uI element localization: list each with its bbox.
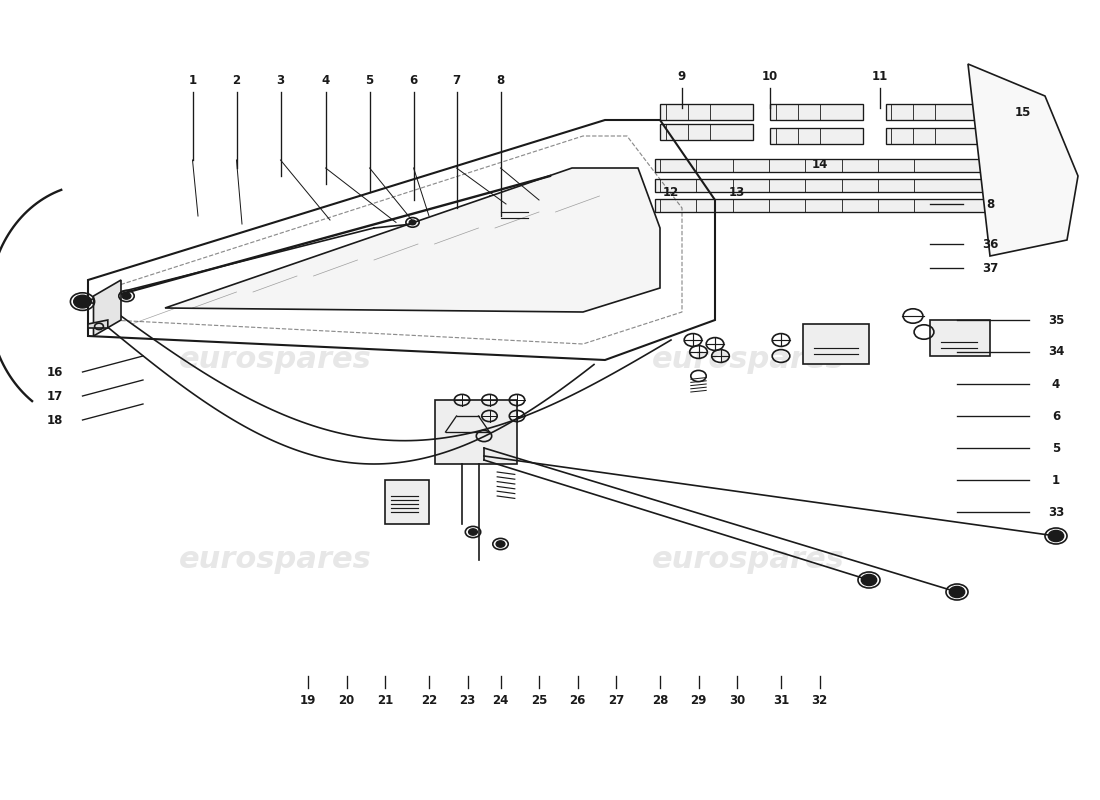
Text: 14: 14 <box>812 158 827 170</box>
Text: eurospares: eurospares <box>651 546 845 574</box>
FancyBboxPatch shape <box>770 128 864 144</box>
Text: 23: 23 <box>460 694 475 706</box>
Text: 15: 15 <box>1015 106 1031 118</box>
Text: 25: 25 <box>531 694 547 706</box>
Polygon shape <box>88 320 108 328</box>
Circle shape <box>949 586 965 598</box>
Text: 1: 1 <box>188 74 197 86</box>
Text: 1: 1 <box>1052 474 1060 486</box>
Circle shape <box>122 293 131 299</box>
Text: 37: 37 <box>982 262 998 274</box>
Text: 29: 29 <box>691 694 706 706</box>
Text: 8: 8 <box>496 74 505 86</box>
FancyBboxPatch shape <box>770 104 864 120</box>
Text: 20: 20 <box>339 694 354 706</box>
Circle shape <box>496 541 505 547</box>
FancyBboxPatch shape <box>434 400 517 464</box>
Text: eurospares: eurospares <box>178 546 372 574</box>
Text: 5: 5 <box>1052 442 1060 454</box>
Text: 7: 7 <box>452 74 461 86</box>
Text: 32: 32 <box>812 694 827 706</box>
Text: 18: 18 <box>47 414 63 426</box>
FancyBboxPatch shape <box>654 199 984 212</box>
Text: 27: 27 <box>608 694 624 706</box>
Text: 34: 34 <box>1048 346 1064 358</box>
Circle shape <box>1048 530 1064 542</box>
Polygon shape <box>94 280 121 336</box>
Text: 12: 12 <box>663 186 679 198</box>
Text: eurospares: eurospares <box>651 346 845 374</box>
Text: 33: 33 <box>1048 506 1064 518</box>
Text: 17: 17 <box>47 390 63 402</box>
Circle shape <box>74 295 91 308</box>
Polygon shape <box>968 64 1078 256</box>
Text: 30: 30 <box>729 694 745 706</box>
FancyBboxPatch shape <box>660 124 754 140</box>
Text: 36: 36 <box>982 238 998 250</box>
Text: 28: 28 <box>652 694 668 706</box>
Text: 2: 2 <box>232 74 241 86</box>
Text: 5: 5 <box>365 74 374 86</box>
Text: 24: 24 <box>493 694 508 706</box>
Text: 8: 8 <box>986 198 994 210</box>
Circle shape <box>409 220 416 225</box>
Text: 31: 31 <box>773 694 789 706</box>
FancyBboxPatch shape <box>385 480 429 524</box>
Circle shape <box>861 574 877 586</box>
FancyBboxPatch shape <box>803 324 869 364</box>
FancyBboxPatch shape <box>654 179 984 192</box>
FancyBboxPatch shape <box>930 320 990 356</box>
FancyBboxPatch shape <box>886 128 979 144</box>
Text: 4: 4 <box>1052 378 1060 390</box>
Text: 6: 6 <box>409 74 418 86</box>
Text: 10: 10 <box>762 70 778 82</box>
Text: 19: 19 <box>300 694 316 706</box>
Text: 21: 21 <box>377 694 393 706</box>
Text: 16: 16 <box>47 366 63 378</box>
Text: 35: 35 <box>1048 314 1064 326</box>
Text: 6: 6 <box>1052 410 1060 422</box>
Text: 13: 13 <box>729 186 745 198</box>
Circle shape <box>469 529 477 535</box>
Text: eurospares: eurospares <box>178 346 372 374</box>
Text: 26: 26 <box>570 694 585 706</box>
Text: 11: 11 <box>872 70 888 82</box>
FancyBboxPatch shape <box>490 196 550 228</box>
Text: 3: 3 <box>276 74 285 86</box>
Polygon shape <box>165 168 660 312</box>
FancyBboxPatch shape <box>566 196 610 228</box>
Text: 9: 9 <box>678 70 686 82</box>
Text: 22: 22 <box>421 694 437 706</box>
FancyBboxPatch shape <box>660 104 754 120</box>
FancyBboxPatch shape <box>886 104 979 120</box>
FancyBboxPatch shape <box>654 159 984 172</box>
Text: 4: 4 <box>321 74 330 86</box>
